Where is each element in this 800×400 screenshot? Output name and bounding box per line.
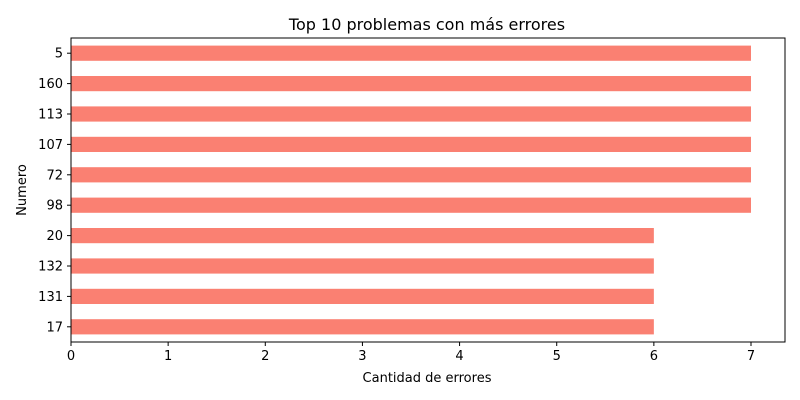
y-tick-label: 98 (46, 199, 63, 214)
y-tick-label: 113 (38, 108, 63, 123)
bar-132 (71, 258, 654, 274)
bar-113 (71, 106, 751, 122)
y-tick-label: 107 (38, 138, 63, 153)
x-axis-label: Cantidad de errores (363, 371, 492, 386)
bar-107 (71, 136, 751, 152)
bar-160 (71, 76, 751, 92)
x-tick-label: 7 (747, 349, 755, 364)
x-tick-label: 3 (358, 349, 366, 364)
x-tick-label: 2 (261, 349, 269, 364)
y-axis-label: Numero (15, 164, 30, 216)
y-tick-label: 160 (38, 77, 63, 92)
bars-layer (71, 45, 751, 335)
bar-20 (71, 228, 654, 244)
x-tick-label: 4 (455, 349, 463, 364)
bar-98 (71, 197, 751, 213)
plot-frame (70, 37, 786, 343)
y-tick-label: 72 (46, 168, 63, 183)
bar-5 (71, 45, 751, 61)
bar-131 (71, 288, 654, 304)
y-tick-label: 17 (46, 320, 63, 335)
y-tick-label: 131 (38, 290, 63, 305)
bar-72 (71, 167, 751, 183)
y-tick-label: 20 (46, 229, 63, 244)
y-tick-label: 5 (55, 47, 63, 62)
y-tick-label: 132 (38, 260, 63, 275)
x-tick-label: 0 (67, 349, 75, 364)
x-tick-label: 6 (650, 349, 658, 364)
ticks-layer: 5 160 113 107 72 98 20 132 131 17 0 1 2 3 4 5 6 7 (38, 47, 755, 364)
x-tick-label: 1 (164, 349, 172, 364)
chart-title: Top 10 problemas con más errores (288, 15, 565, 34)
x-tick-label: 5 (553, 349, 561, 364)
bar-17 (71, 319, 654, 335)
